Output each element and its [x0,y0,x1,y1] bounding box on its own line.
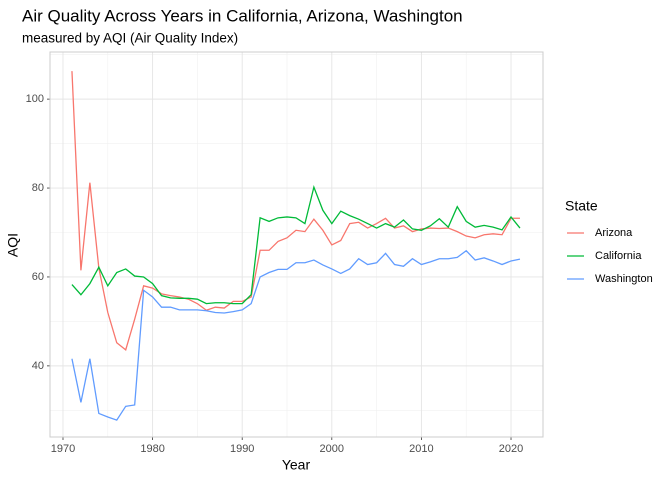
y-tick-label: 60 [32,271,44,283]
panel-border [49,51,544,438]
chart-subtitle: measured by AQI (Air Quality Index) [22,31,238,46]
series-line [71,71,520,351]
legend-title: State [565,198,598,214]
x-tick-label: 2020 [499,443,523,455]
legend-label: California [595,250,642,262]
y-axis-label: AQI [5,233,21,257]
legend-label: Washington [595,273,653,285]
x-tick-label: 1970 [51,443,75,455]
legend-label: Arizona [595,227,633,239]
y-tick-label: 40 [32,360,44,372]
series-line [71,249,521,421]
chart-title: Air Quality Across Years in California, … [22,6,463,25]
x-tick-label: 1980 [140,443,164,455]
series-line [71,184,521,305]
y-tick-label: 80 [32,182,44,194]
x-tick-label: 2000 [320,443,344,455]
y-tick-label: 100 [26,93,44,105]
x-axis-label: Year [282,457,311,473]
x-tick-label: 2010 [409,443,433,455]
x-tick-label: 1990 [230,443,254,455]
